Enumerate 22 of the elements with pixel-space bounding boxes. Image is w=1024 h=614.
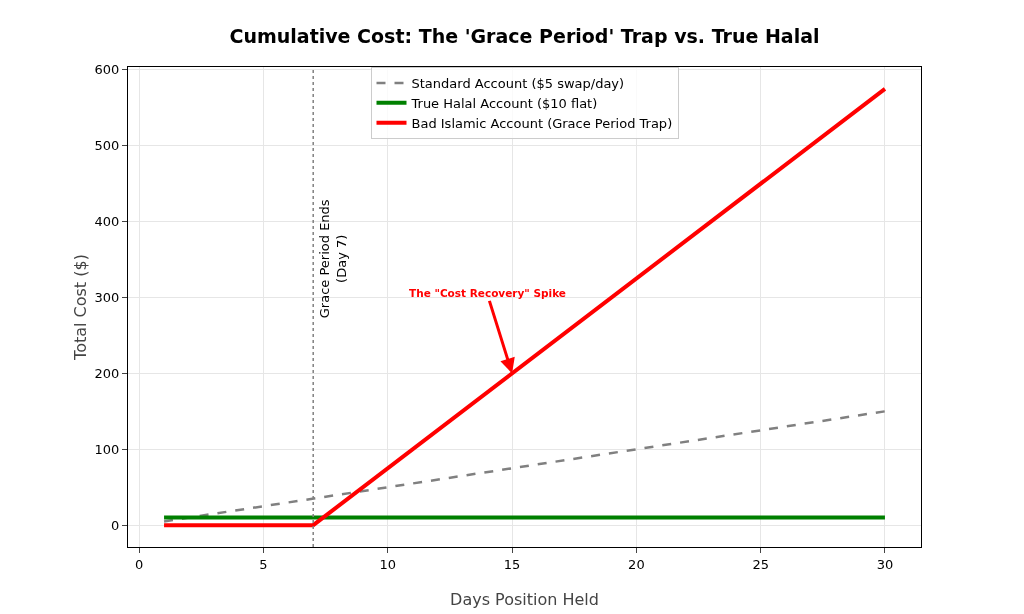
x-tick-label: 20 — [628, 556, 645, 572]
y-tick-label: 400 — [94, 214, 120, 230]
x-tick-label: 25 — [752, 556, 769, 572]
ref-line-label: Grace Period Ends (Day 7) — [317, 199, 350, 319]
y-tick-label: 300 — [94, 290, 120, 306]
legend-label: Standard Account ($5 swap/day) — [411, 76, 625, 92]
y-tick-label: 0 — [111, 517, 120, 533]
legend-label: True Halal Account ($10 flat) — [410, 95, 598, 111]
legend-label: Bad Islamic Account (Grace Period Trap) — [411, 115, 673, 131]
x-tick-label: 5 — [259, 556, 268, 572]
chart-title: Cumulative Cost: The 'Grace Period' Trap vs. True Halal — [229, 24, 820, 47]
y-tick-label: 200 — [94, 365, 120, 381]
y-axis-title: Total Cost ($) — [71, 254, 90, 361]
y-tick-label: 600 — [94, 62, 120, 78]
x-tick-label: 30 — [876, 556, 894, 572]
annotation: The "Cost Recovery" Spike — [409, 287, 566, 299]
y-tick-label: 100 — [94, 441, 120, 457]
x-tick-label: 15 — [503, 556, 521, 572]
x-axis-title: Days Position Held — [450, 590, 599, 609]
x-tick-label: 10 — [379, 556, 397, 572]
y-tick-label: 500 — [94, 138, 120, 154]
x-tick-label: 0 — [135, 556, 144, 572]
